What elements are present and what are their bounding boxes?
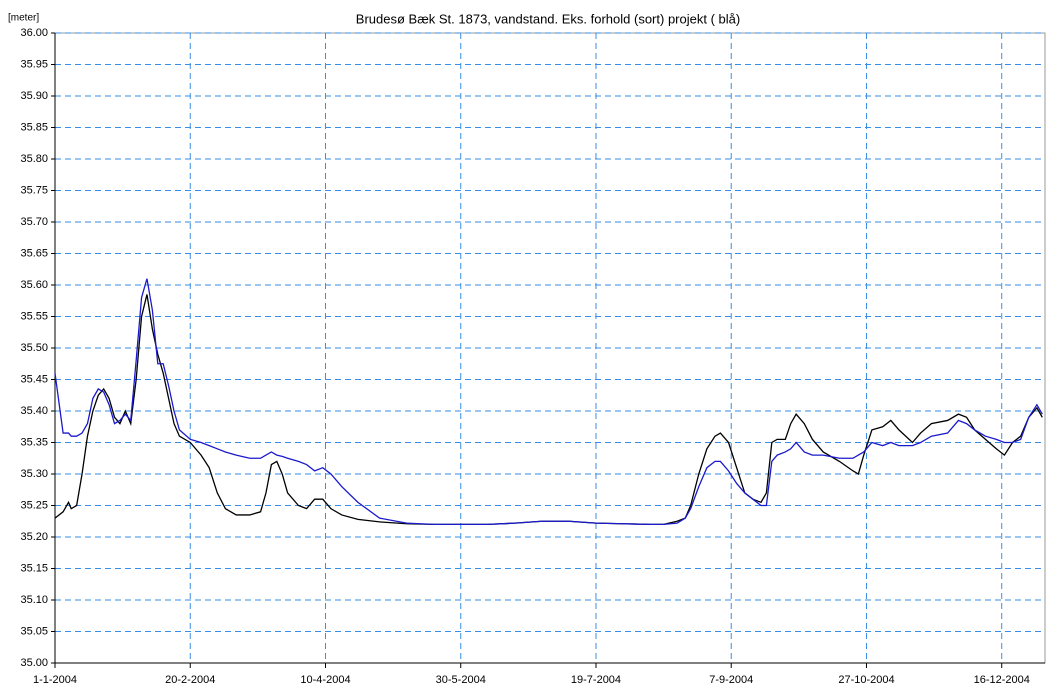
x-tick-label: 10-4-2004 [300,674,350,686]
y-tick-label: 35.95 [20,58,48,70]
y-tick-label: 35.55 [20,310,48,322]
x-tick-label: 27-10-2004 [838,674,894,686]
y-tick-label: 35.10 [20,594,48,606]
y-tick-label: 35.35 [20,436,48,448]
y-tick-label: 35.70 [20,216,48,228]
y-tick-label: 35.25 [20,499,48,511]
chart-title: Brudesø Bæk St. 1873, vandstand. Eks. fo… [356,11,740,26]
y-tick-label: 35.80 [20,153,48,165]
y-tick-label: 35.30 [20,468,48,480]
y-tick-label: 35.40 [20,405,48,417]
x-tick-label: 19-7-2004 [571,674,621,686]
y-tick-label: 35.85 [20,121,48,133]
y-tick-label: 35.45 [20,373,48,385]
y-tick-label: 35.90 [20,90,48,102]
y-axis-label: [meter] [8,13,39,24]
y-tick-label: 35.65 [20,247,48,259]
y-tick-label: 35.15 [20,562,48,574]
y-tick-label: 35.00 [20,657,48,669]
y-tick-label: 35.20 [20,531,48,543]
x-tick-label: 20-2-2004 [165,674,215,686]
y-tick-label: 35.50 [20,342,48,354]
x-tick-label: 30-5-2004 [436,674,486,686]
y-tick-label: 35.75 [20,184,48,196]
y-tick-label: 36.00 [20,27,48,39]
y-tick-label: 35.60 [20,279,48,291]
x-tick-label: 16-12-2004 [974,674,1030,686]
y-tick-label: 35.05 [20,625,48,637]
x-tick-label: 7-9-2004 [709,674,753,686]
x-tick-label: 1-1-2004 [33,674,77,686]
data-line [54,278,1043,526]
